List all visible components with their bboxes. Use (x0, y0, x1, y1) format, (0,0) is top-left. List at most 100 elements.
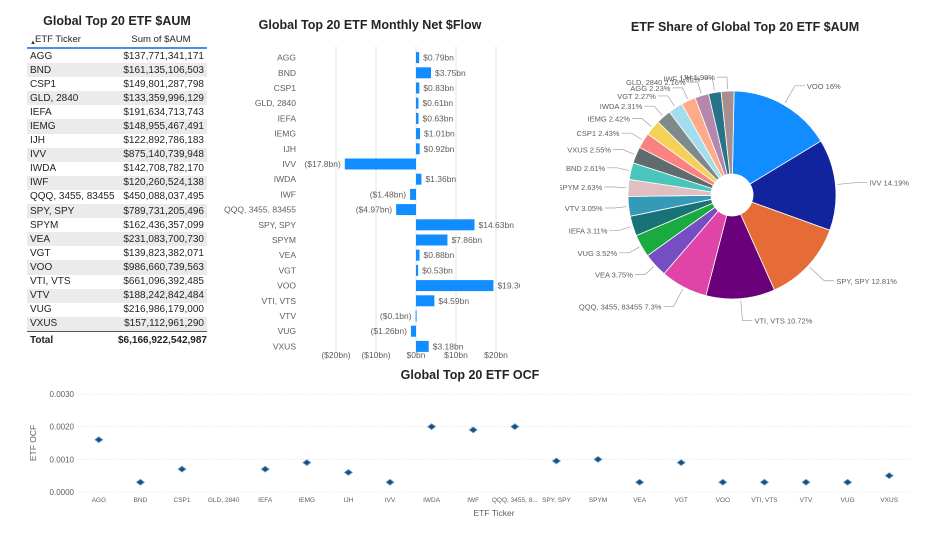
leader-line (604, 206, 627, 209)
x-tick-label: VTV (800, 497, 813, 504)
bar (416, 249, 420, 261)
x-tick-label: IJH (344, 497, 354, 504)
table-row[interactable]: IWF $120,260,524,138 (27, 175, 207, 190)
aum-table: ETF Ticker ▲ Sum of $AUM AGG $137,771,341… (27, 31, 207, 349)
bar (416, 340, 429, 352)
slice-label: IEFA 3.11% (569, 226, 608, 235)
bar (416, 52, 420, 64)
donut-slice (749, 140, 837, 231)
category-label: VTV (279, 311, 296, 321)
table-row[interactable]: GLD, 2840 $133,359,996,129 (27, 91, 207, 106)
share-donut-chart-svg: VOO 16% IVV 14.19% SPY, SPY 12.81% VTI, VTS… (560, 73, 909, 325)
leader-line (644, 105, 663, 116)
data-label: ($17.8bn) (304, 159, 341, 169)
data-label: $7.86bn (451, 235, 482, 245)
category-label: VUG (278, 326, 296, 336)
data-label: ($1.48bn) (370, 189, 407, 199)
x-axis-label: ETF Ticker (473, 508, 514, 518)
column-header-aum[interactable]: Sum of $AUM (115, 31, 207, 49)
data-point (302, 459, 312, 467)
aum-cell: $875,140,739,948 (115, 147, 207, 162)
net-flow-chart-svg: ($20bn) ($10bn) $0bn $10bn $20bn AGG $0.79bn BN… (224, 46, 520, 360)
table-row[interactable]: CSP1 $149,801,287,798 (27, 77, 207, 91)
bar (396, 204, 416, 216)
y-tick-label: 0.0010 (50, 455, 75, 464)
table-row[interactable]: IEFA $191,634,713,743 (27, 105, 207, 119)
aum-cell: $661,096,392,485 (123, 276, 204, 288)
slice-label: IWF 1.95% (663, 75, 700, 84)
table-row[interactable]: VUG $216,986,179,000 (27, 303, 207, 317)
ticker-cell: VUG (30, 304, 52, 316)
x-tick-label: ($20bn) (321, 350, 350, 360)
leader-line (687, 81, 702, 94)
category-label: VEA (279, 250, 296, 260)
table-row[interactable]: VGT $139,823,382,071 (27, 246, 207, 260)
y-tick-label: 0.0030 (50, 390, 75, 399)
data-label: ($4.97bn) (356, 205, 393, 215)
donut-slice (732, 90, 822, 185)
x-tick-label: IVV (385, 497, 396, 504)
data-point (260, 465, 270, 473)
x-tick-label: VEA (633, 497, 647, 504)
data-label: $0.63bn (423, 113, 454, 123)
sort-ascending-icon[interactable]: ▲ (30, 40, 36, 46)
data-point (884, 472, 894, 480)
column-header-ticker[interactable]: ETF Ticker ▲ (27, 31, 115, 49)
bar (416, 82, 420, 94)
data-point (468, 426, 478, 434)
x-tick-label: ($10bn) (361, 350, 390, 360)
leader-line (657, 95, 675, 107)
table-row[interactable]: SPY, SPY $789,731,205,496 (27, 204, 207, 219)
table-row[interactable]: VXUS $157,112,961,290 (27, 316, 207, 332)
bar (416, 97, 419, 109)
aum-cell: $161,135,106,503 (115, 63, 207, 78)
table-row[interactable]: VEA $231,083,700,730 (27, 232, 207, 247)
data-label: $0.79bn (423, 53, 454, 63)
table-row[interactable]: VOO $986,660,739,563 (27, 260, 207, 275)
data-label: $19.36bn (497, 281, 520, 291)
slice-label: SPY, SPY 12.81% (836, 277, 897, 286)
table-row[interactable]: IEMG $148,955,467,491 (27, 119, 207, 134)
table-row[interactable]: SPYM $162,436,357,099 (27, 218, 207, 232)
x-tick-label: CSP1 (174, 497, 191, 504)
category-label: VXUS (273, 341, 296, 351)
data-point (135, 478, 146, 486)
total-value: $6,166,922,542,987 (115, 330, 207, 349)
total-row: Total $6,166,922,542,987 (27, 330, 207, 349)
bar (410, 188, 416, 200)
ticker-cell: VEA (27, 232, 115, 247)
data-label: $3.75bn (435, 68, 466, 78)
slice-label: AGG 2.23% (630, 84, 670, 93)
aum-cell: $139,823,382,071 (123, 247, 204, 259)
slice-label: VEA 3.75% (595, 271, 633, 280)
category-label: QQQ, 3455, 83455 (224, 205, 296, 215)
share-donut-chart-visual: ETF Share of Global Top 20 ETF $AUM VOO … (560, 14, 930, 339)
table-row[interactable]: IJH $122,892,786,183 (27, 134, 207, 148)
category-label: IWF (280, 189, 296, 199)
net-flow-chart-visual: Global Top 20 ETF Monthly Net $Flow ($20… (220, 14, 520, 364)
data-point (593, 455, 603, 463)
x-tick-label: AGG (92, 497, 106, 504)
aum-cell: $789,731,205,496 (115, 204, 207, 219)
table-row[interactable]: BND $161,135,106,503 (27, 63, 207, 78)
table-row[interactable]: IWDA $142,708,782,170 (27, 162, 207, 176)
y-axis-label: ETF OCF (28, 425, 38, 461)
table-row[interactable]: VTV $188,242,842,484 (27, 288, 207, 303)
x-tick-label: IEMG (298, 497, 315, 504)
leader-line (609, 226, 631, 231)
aum-cell: $120,260,524,138 (115, 175, 207, 190)
data-point (385, 478, 395, 486)
table-row[interactable]: IVV $875,140,739,948 (27, 147, 207, 162)
bar (416, 219, 475, 231)
leader-line (837, 182, 868, 185)
table-row[interactable]: QQQ, 3455, 83455 $450,088,037,495 (27, 190, 207, 204)
x-tick-label: BND (134, 497, 148, 504)
leader-line (607, 167, 629, 171)
bar (416, 173, 422, 185)
leader-line (716, 76, 728, 90)
table-row[interactable]: VTI, VTS $661,096,392,485 (27, 275, 207, 289)
ticker-cell: GLD, 2840 (27, 91, 115, 106)
aum-cell: $162,436,357,099 (123, 219, 204, 231)
table-row[interactable]: AGG $137,771,341,171 (27, 48, 207, 63)
bar (416, 234, 448, 246)
